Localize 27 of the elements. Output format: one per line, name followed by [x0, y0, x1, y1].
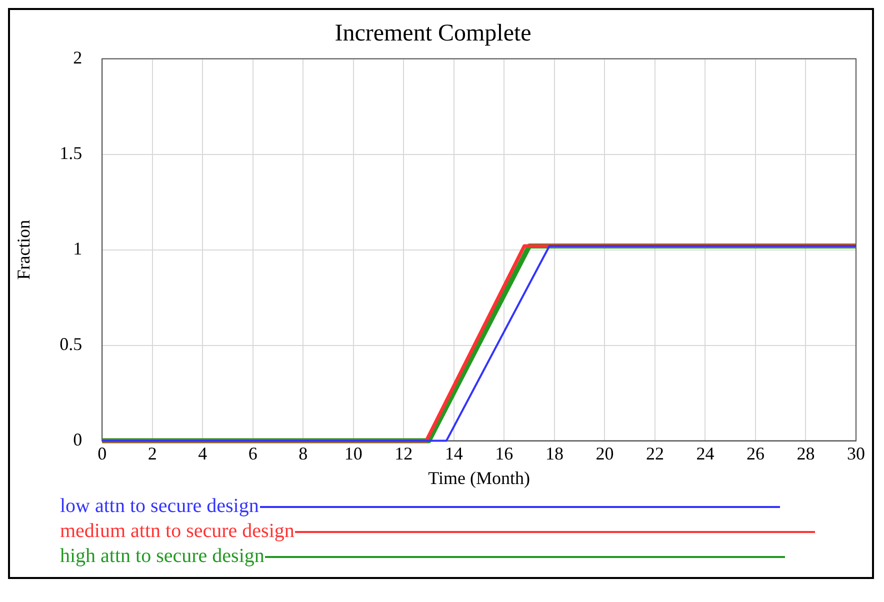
x-tick-label: 6 — [248, 443, 258, 464]
text: low attn to secure design — [60, 494, 259, 519]
y-tick-label: 1 — [73, 238, 82, 259]
x-tick-label: 8 — [298, 443, 308, 464]
x-tick-label: 16 — [495, 443, 514, 464]
y-tick-label: 0.5 — [60, 334, 82, 354]
y-tick-label: 0 — [73, 430, 82, 450]
x-tick-label: 18 — [545, 443, 564, 464]
y-tick-label: 2 — [73, 48, 82, 68]
chart-title: Increment Complete — [334, 20, 532, 47]
x-tick-label: 28 — [796, 443, 815, 464]
x-axis-title: Time (Month) — [428, 468, 530, 488]
x-tick-label: 10 — [344, 443, 362, 464]
text: medium attn to secure design — [60, 519, 294, 544]
x-tick-label: 20 — [596, 443, 614, 464]
y-tick-label: 1.5 — [60, 143, 82, 164]
x-tick-label: 4 — [198, 443, 208, 464]
text: high attn to secure design — [60, 544, 264, 569]
x-tick-label: 12 — [394, 443, 413, 464]
x-tick-label: 26 — [746, 443, 764, 464]
x-tick-label: 24 — [696, 443, 714, 464]
y-axis-title: Fraction — [14, 220, 34, 280]
x-tick-label: 2 — [148, 443, 157, 464]
x-tick-label: 14 — [444, 443, 463, 464]
x-tick-label: 30 — [847, 443, 865, 464]
x-tick-label: 0 — [98, 443, 107, 464]
x-tick-label: 22 — [646, 443, 664, 464]
